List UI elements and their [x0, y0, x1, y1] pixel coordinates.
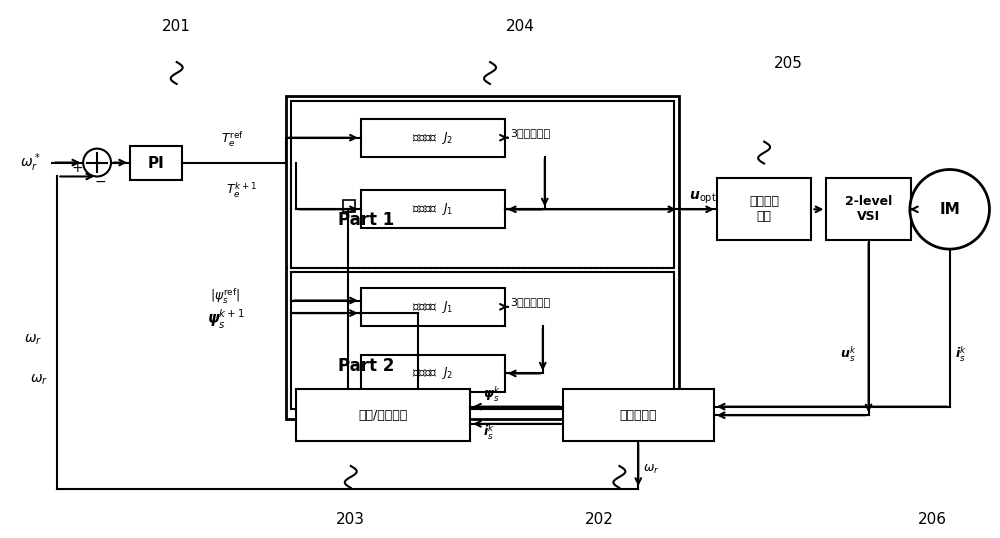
Text: PI: PI: [147, 155, 164, 171]
Text: 目标函数  $J_1$: 目标函数 $J_1$: [412, 299, 453, 315]
Text: 206: 206: [918, 512, 947, 527]
Text: Part 1: Part 1: [338, 211, 394, 229]
Bar: [343, 200, 355, 213]
Text: 脉冲发生
模块: 脉冲发生 模块: [749, 195, 779, 223]
Bar: [717, 179, 811, 240]
Text: 转矩/磁链估计: 转矩/磁链估计: [358, 409, 408, 422]
Bar: [826, 179, 911, 240]
Text: $-$: $-$: [94, 173, 106, 187]
Text: $T_e^{k+1}$: $T_e^{k+1}$: [226, 181, 257, 200]
Text: IM: IM: [939, 202, 960, 217]
Text: Part 2: Part 2: [338, 357, 394, 376]
Text: 3个电压矢量: 3个电压矢量: [510, 297, 550, 307]
Text: $\boldsymbol{\psi}_s^k$: $\boldsymbol{\psi}_s^k$: [483, 385, 500, 405]
Text: $\omega_r^*$: $\omega_r^*$: [20, 151, 41, 174]
Text: 202: 202: [585, 512, 614, 527]
Circle shape: [910, 169, 989, 249]
Text: 205: 205: [774, 56, 803, 71]
Text: $\omega_r$: $\omega_r$: [24, 332, 43, 347]
Bar: [291, 101, 674, 268]
Text: $\omega_r$: $\omega_r$: [643, 463, 660, 476]
Bar: [361, 288, 505, 325]
Text: $\boldsymbol{u}_{\rm{opt}}$: $\boldsymbol{u}_{\rm{opt}}$: [689, 189, 717, 206]
Text: 目标函数  $J_2$: 目标函数 $J_2$: [412, 130, 453, 146]
Text: $|\psi_s^{\rm{ref}}|$: $|\psi_s^{\rm{ref}}|$: [210, 286, 240, 306]
Text: 3个电压矢量: 3个电压矢量: [510, 128, 550, 138]
Text: $\boldsymbol{\psi}_s^{k+1}$: $\boldsymbol{\psi}_s^{k+1}$: [207, 308, 244, 331]
Text: 203: 203: [336, 512, 365, 527]
Bar: [563, 390, 714, 441]
Bar: [296, 390, 470, 441]
Text: 目标函数  $J_1$: 目标函数 $J_1$: [412, 201, 453, 217]
Text: $\boldsymbol{u}_s^k$: $\boldsymbol{u}_s^k$: [840, 345, 857, 364]
Bar: [361, 190, 505, 228]
Text: $\boldsymbol{i}_s^k$: $\boldsymbol{i}_s^k$: [955, 345, 966, 364]
Text: $\omega_r$: $\omega_r$: [30, 372, 49, 387]
Text: +: +: [71, 160, 83, 174]
Text: 204: 204: [505, 19, 534, 34]
Bar: [361, 355, 505, 392]
Text: 目标函数  $J_2$: 目标函数 $J_2$: [412, 365, 453, 381]
Text: 2-level
VSI: 2-level VSI: [845, 195, 892, 223]
Bar: [130, 146, 182, 180]
Bar: [286, 96, 679, 419]
Text: 201: 201: [162, 19, 191, 34]
Circle shape: [83, 148, 111, 176]
Text: $\boldsymbol{i}_s^k$: $\boldsymbol{i}_s^k$: [483, 422, 495, 442]
Bar: [361, 119, 505, 157]
Bar: [291, 272, 674, 409]
Text: 全阶观测器: 全阶观测器: [620, 409, 657, 422]
Text: $T_e^{\rm{ref}}$: $T_e^{\rm{ref}}$: [221, 129, 244, 148]
